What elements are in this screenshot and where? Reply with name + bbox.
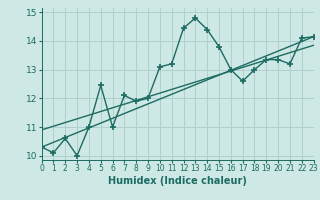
- X-axis label: Humidex (Indice chaleur): Humidex (Indice chaleur): [108, 176, 247, 186]
